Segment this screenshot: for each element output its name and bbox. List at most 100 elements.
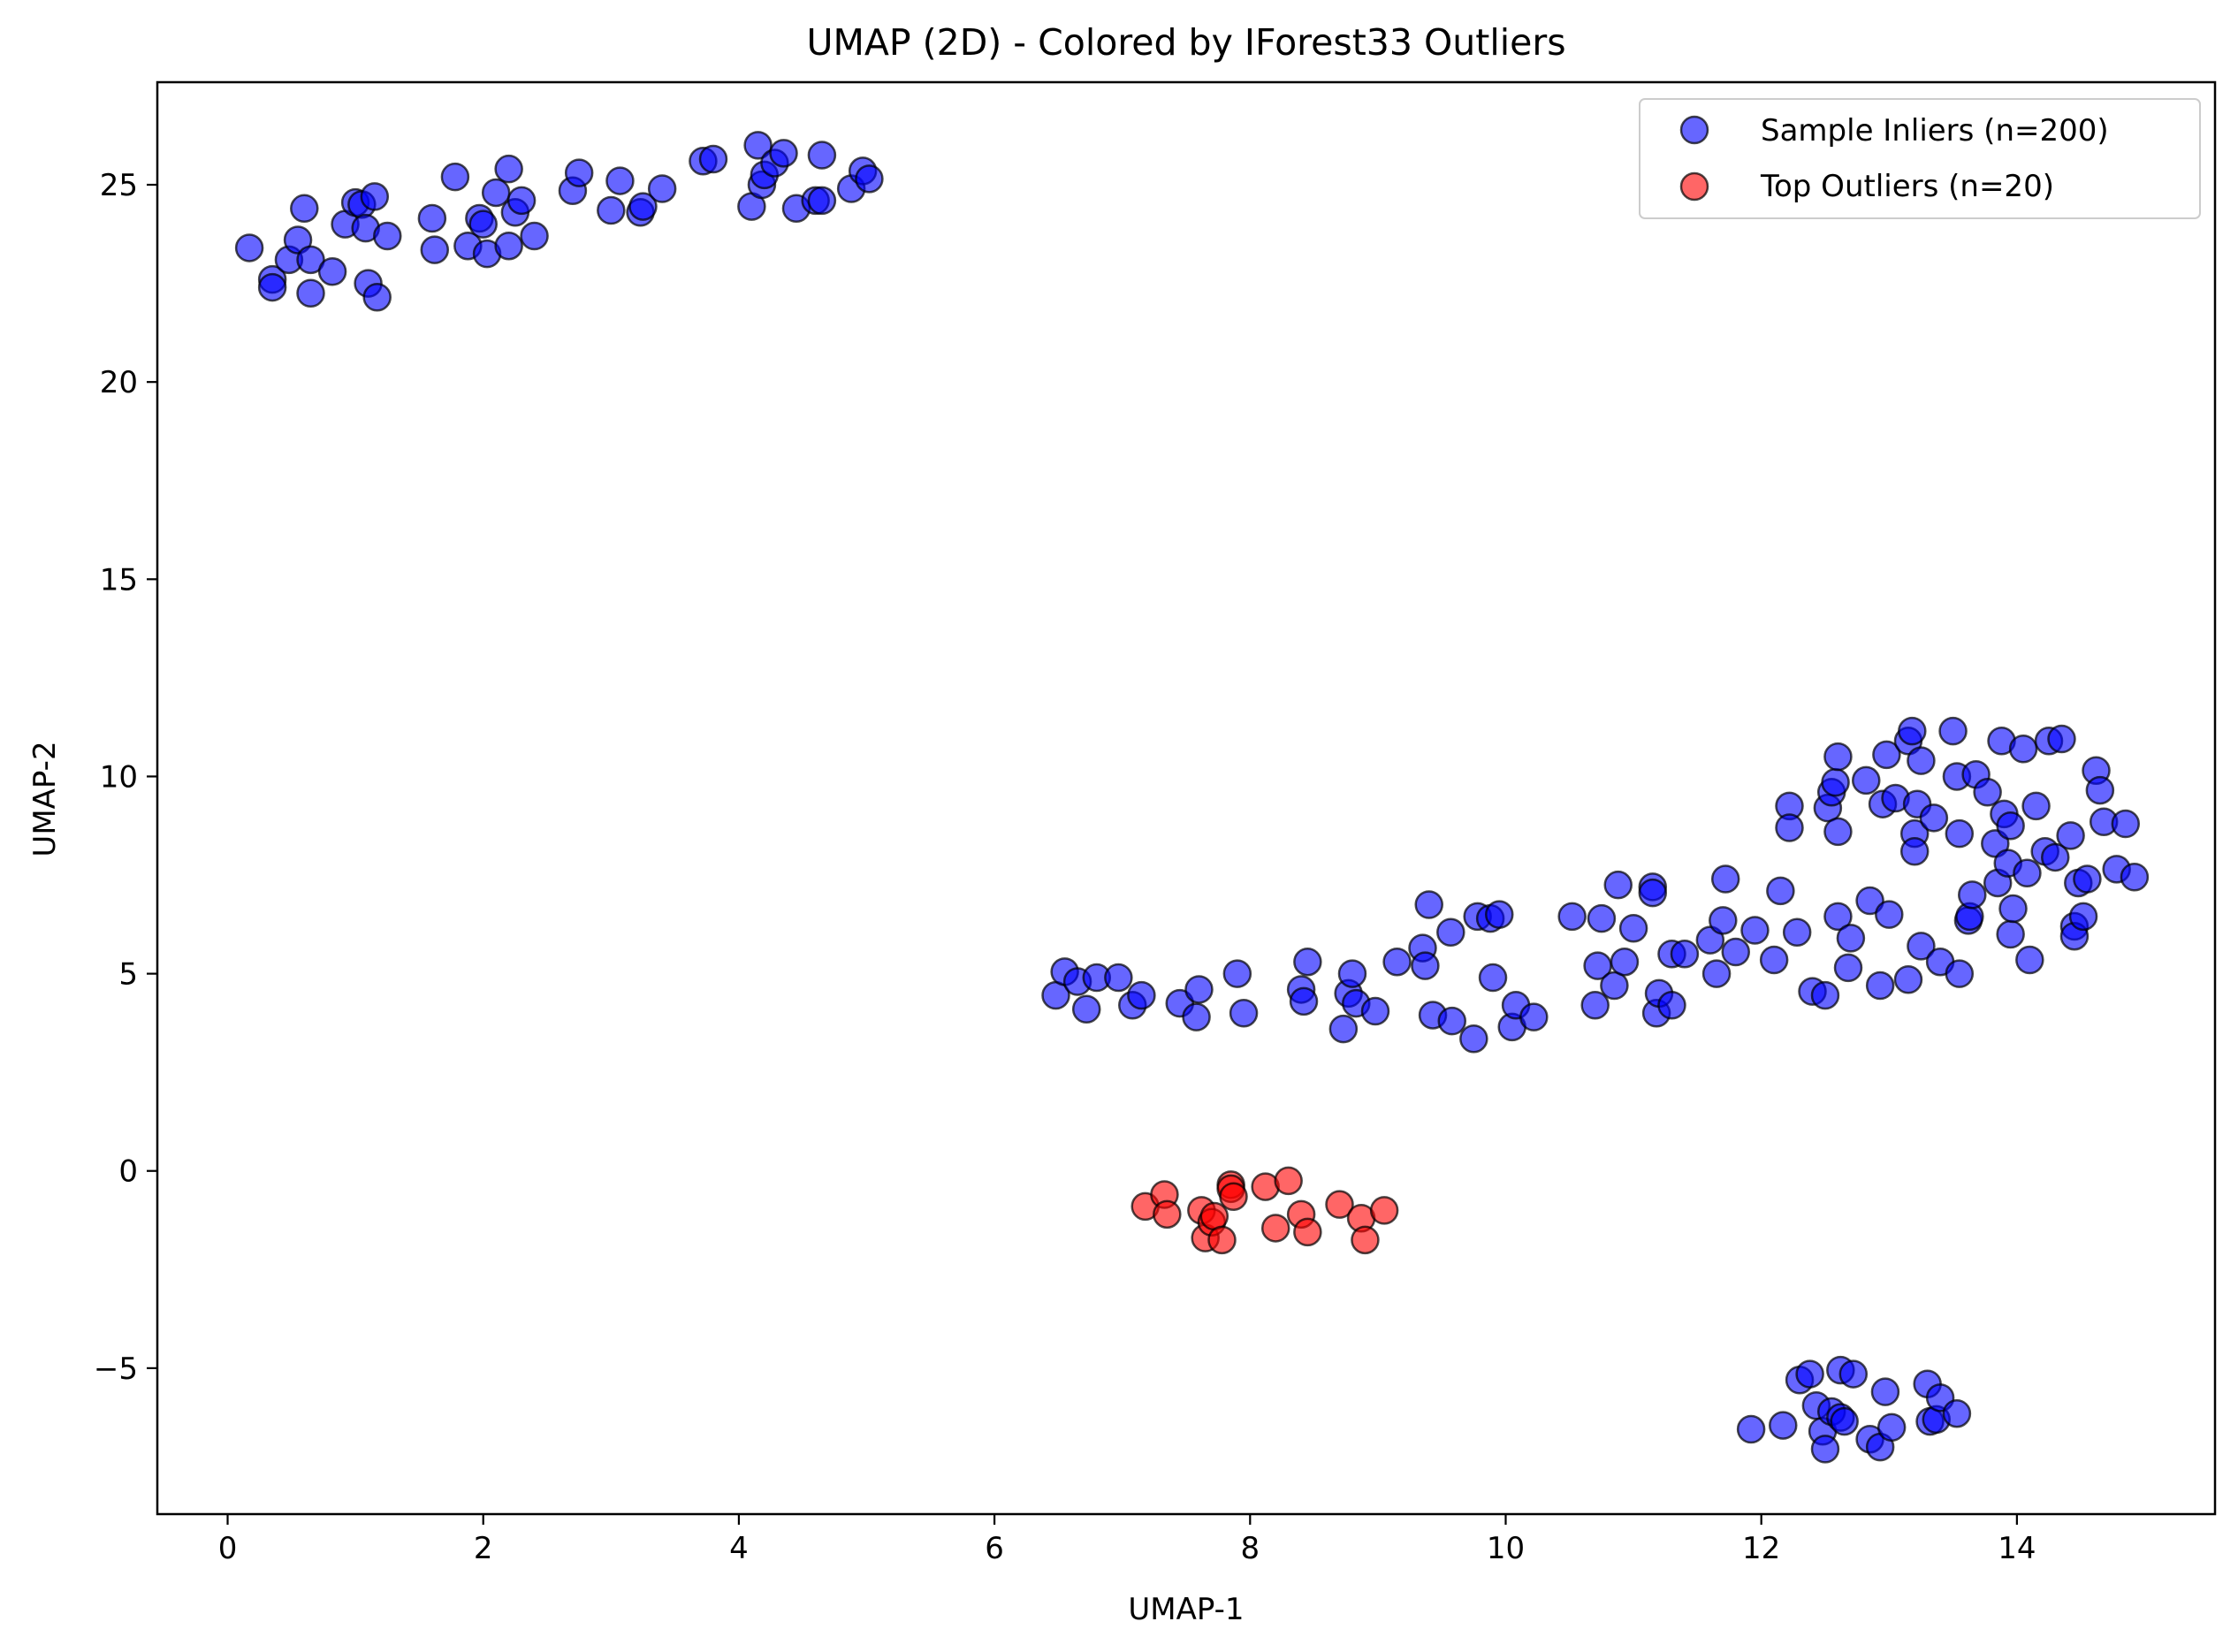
scatter-point bbox=[1260, 1214, 1290, 1243]
scatter-point bbox=[1782, 917, 1812, 947]
scatter-point bbox=[1325, 1190, 1354, 1219]
scatter-point bbox=[1945, 818, 1975, 849]
scatter-point bbox=[1369, 1196, 1399, 1225]
scatter-point bbox=[807, 186, 837, 216]
scatter-point bbox=[1945, 959, 1975, 988]
scatter-point bbox=[362, 282, 392, 312]
scatter-point bbox=[1973, 778, 2002, 807]
scatter-point bbox=[506, 186, 537, 216]
scatter-point bbox=[1104, 963, 1133, 993]
x-tick-label: 4 bbox=[729, 1531, 749, 1566]
scatter-point bbox=[1810, 1435, 1840, 1464]
scatter-point bbox=[420, 235, 450, 264]
scatter-point bbox=[1855, 886, 1884, 916]
scatter-point bbox=[1833, 953, 1863, 983]
scatter-point bbox=[1907, 932, 1936, 961]
scatter-point bbox=[1938, 716, 1968, 746]
x-tick-label: 0 bbox=[218, 1531, 238, 1566]
scatter-point bbox=[360, 182, 390, 211]
y-tick-label: 5 bbox=[118, 957, 138, 993]
scatter-point bbox=[564, 158, 594, 187]
scatter-point bbox=[296, 278, 325, 308]
legend-box bbox=[1639, 98, 2201, 219]
series-1 bbox=[1130, 1166, 1399, 1255]
scatter-point bbox=[2111, 809, 2141, 839]
scatter-point bbox=[1876, 1412, 1907, 1443]
legend: Sample Inliers (n=200) Top Outliers (n=2… bbox=[1639, 98, 2201, 219]
scatter-point bbox=[1838, 1359, 1869, 1389]
scatter-point bbox=[1919, 803, 1949, 833]
scatter-point bbox=[2015, 945, 2044, 975]
scatter-point bbox=[1821, 767, 1850, 797]
scatter-point bbox=[1710, 864, 1740, 894]
scatter-point bbox=[769, 139, 798, 168]
scatter-point bbox=[1893, 965, 1923, 994]
scatter-point bbox=[317, 256, 347, 286]
scatter-point bbox=[1182, 1002, 1211, 1032]
scatter-point bbox=[597, 195, 626, 225]
data-points bbox=[234, 131, 2150, 1464]
scatter-point bbox=[1485, 900, 1514, 929]
scatter-point bbox=[520, 221, 549, 251]
scatter-point bbox=[1274, 1166, 1303, 1196]
scatter-point bbox=[1411, 951, 1440, 980]
scatter-point bbox=[1219, 1182, 1248, 1211]
scatter-point bbox=[296, 245, 325, 275]
x-tick-label: 2 bbox=[474, 1531, 493, 1566]
scatter-point bbox=[1557, 902, 1587, 932]
scatter-point bbox=[1293, 1217, 1322, 1247]
scatter-point bbox=[1823, 742, 1853, 772]
scatter-point bbox=[2041, 842, 2070, 872]
y-axis-ticks: −5 0 5 10 15 20 25 bbox=[94, 168, 157, 1387]
y-tick-label: 0 bbox=[118, 1154, 138, 1190]
scatter-point bbox=[2021, 791, 2051, 821]
scatter-point bbox=[807, 141, 837, 170]
scatter-point bbox=[1437, 1006, 1467, 1036]
scatter-point bbox=[1638, 878, 1668, 908]
scatter-point bbox=[1360, 996, 1390, 1026]
scatter-point bbox=[2008, 734, 2038, 764]
scatter-point bbox=[417, 203, 447, 233]
scatter-point bbox=[1153, 1199, 1182, 1229]
scatter-point bbox=[1810, 980, 1840, 1010]
scatter-point bbox=[1766, 876, 1795, 906]
x-axis-label: UMAP-1 bbox=[1128, 1592, 1244, 1627]
scatter-point bbox=[1657, 991, 1686, 1020]
x-tick-label: 10 bbox=[1487, 1531, 1525, 1566]
scatter-point bbox=[1998, 894, 2028, 924]
scatter-point bbox=[1740, 916, 1770, 945]
scatter-point bbox=[1942, 1398, 1972, 1428]
scatter-point bbox=[1865, 971, 1895, 1001]
scatter-point bbox=[1610, 947, 1640, 977]
scatter-point bbox=[1898, 716, 1927, 746]
y-tick-label: 10 bbox=[100, 759, 138, 795]
scatter-point bbox=[1795, 1359, 1824, 1389]
scatter-point bbox=[1328, 1014, 1359, 1044]
scatter-point bbox=[373, 221, 402, 251]
x-axis-ticks: 0 2 4 6 8 10 12 14 bbox=[218, 1514, 2036, 1566]
scatter-point bbox=[1207, 1225, 1237, 1255]
plot-area-frame bbox=[156, 80, 2217, 1516]
scatter-point bbox=[1580, 991, 1610, 1020]
scatter-point bbox=[290, 194, 319, 224]
scatter-point bbox=[1823, 902, 1853, 932]
scatter-point bbox=[2013, 858, 2042, 888]
y-tick-label: 15 bbox=[100, 562, 138, 598]
scatter-point bbox=[1222, 959, 1252, 988]
scatter-point bbox=[647, 174, 677, 203]
scatter-point bbox=[1351, 1225, 1380, 1255]
scatter-point bbox=[2085, 775, 2115, 805]
scatter-point bbox=[1852, 765, 1881, 796]
x-tick-label: 6 bbox=[985, 1531, 1004, 1566]
scatter-point bbox=[1996, 811, 2025, 841]
scatter-point bbox=[1775, 813, 1804, 842]
scatter-point bbox=[628, 192, 658, 221]
scatter-point bbox=[1836, 924, 1866, 953]
scatter-point bbox=[494, 154, 523, 184]
scatter-point bbox=[2068, 902, 2098, 932]
scatter-point bbox=[1436, 917, 1465, 947]
y-tick-label: −5 bbox=[94, 1351, 138, 1387]
x-tick-label: 14 bbox=[1998, 1531, 2036, 1566]
